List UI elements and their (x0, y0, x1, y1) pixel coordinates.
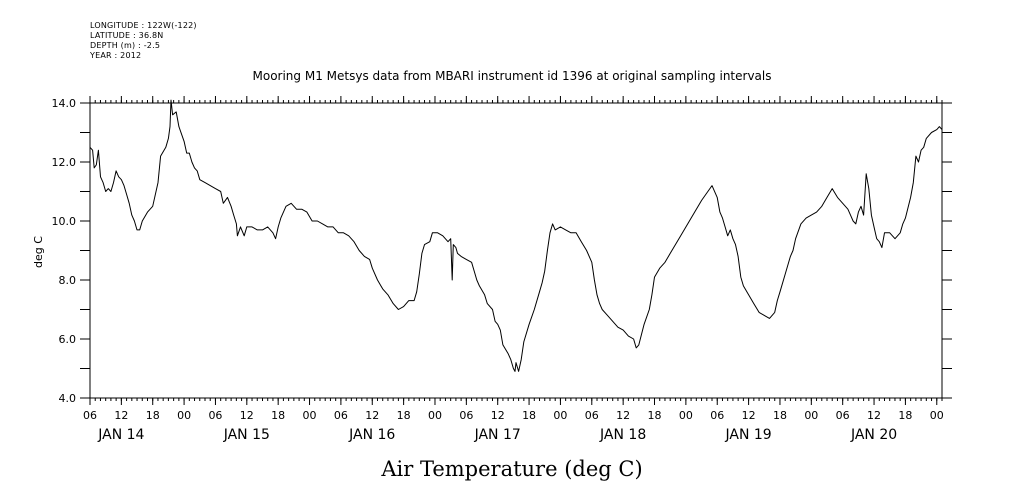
year-label: YEAR : 2012 (90, 51, 142, 60)
x-day-label: JAN 14 (97, 427, 144, 443)
x-tick-label: 00 (303, 409, 317, 422)
x-tick-label: 18 (522, 409, 536, 422)
x-tick-label: 12 (491, 409, 505, 422)
y-tick-label: 4.0 (59, 392, 77, 405)
x-tick-label: 00 (428, 409, 442, 422)
plot-frame (89, 102, 943, 399)
latitude-label: LATITUDE : 36.8N (90, 31, 164, 40)
depth-label: DEPTH (m) : -2.5 (90, 41, 161, 50)
x-day-label: JAN 19 (724, 427, 771, 443)
x-day-label: JAN 20 (850, 427, 897, 443)
x-tick-label: 06 (710, 409, 724, 422)
x-tick-label: 18 (271, 409, 285, 422)
x-tick-label: 00 (930, 409, 944, 422)
y-tick-label: 10.0 (52, 215, 77, 228)
metadata-block: LONGITUDE : 122W(-122) LATITUDE : 36.8N … (90, 21, 197, 61)
x-tick-label: 12 (365, 409, 379, 422)
x-tick-label: 06 (459, 409, 473, 422)
x-tick-label: 00 (804, 409, 818, 422)
x-day-label: JAN 16 (348, 427, 395, 443)
x-tick-label: 18 (397, 409, 411, 422)
x-tick-label: 06 (208, 409, 222, 422)
x-tick-label: 12 (240, 409, 254, 422)
y-tick-label: 14.0 (52, 97, 77, 110)
longitude-label: LONGITUDE : 122W(-122) (90, 21, 197, 30)
x-tick-label: 06 (83, 409, 97, 422)
x-day-label: JAN 18 (599, 427, 646, 443)
x-tick-label: 12 (114, 409, 128, 422)
y-tick-label: 12.0 (52, 156, 77, 169)
x-tick-label: 06 (836, 409, 850, 422)
y-axis-label: deg C (32, 236, 45, 268)
chart-title: Mooring M1 Metsys data from MBARI instru… (253, 69, 772, 83)
x-tick-label: 18 (648, 409, 662, 422)
axes-group: 06 12 18 00 06 12 18 00 06 12 18 00 06 12 18 00 06 12 18 00… (52, 96, 952, 443)
air-temperature-line (89, 99, 943, 372)
x-tick-label: 18 (773, 409, 787, 422)
y-tick-label: 8.0 (59, 274, 77, 287)
x-tick-label: 12 (616, 409, 630, 422)
series-group (89, 99, 943, 372)
x-tick-label: 18 (898, 409, 912, 422)
x-tick-label: 12 (742, 409, 756, 422)
x-tick-label: 12 (867, 409, 881, 422)
x-tick-label: 00 (177, 409, 191, 422)
x-axis-label: Air Temperature (deg C) (380, 457, 642, 481)
x-day-label: JAN 17 (474, 427, 521, 443)
x-tick-label: 00 (679, 409, 693, 422)
x-tick-label: 00 (553, 409, 567, 422)
x-tick-label: 06 (334, 409, 348, 422)
x-day-label: JAN 15 (223, 427, 270, 443)
x-tick-label: 06 (585, 409, 599, 422)
y-tick-label: 6.0 (59, 333, 77, 346)
x-tick-label: 18 (146, 409, 160, 422)
